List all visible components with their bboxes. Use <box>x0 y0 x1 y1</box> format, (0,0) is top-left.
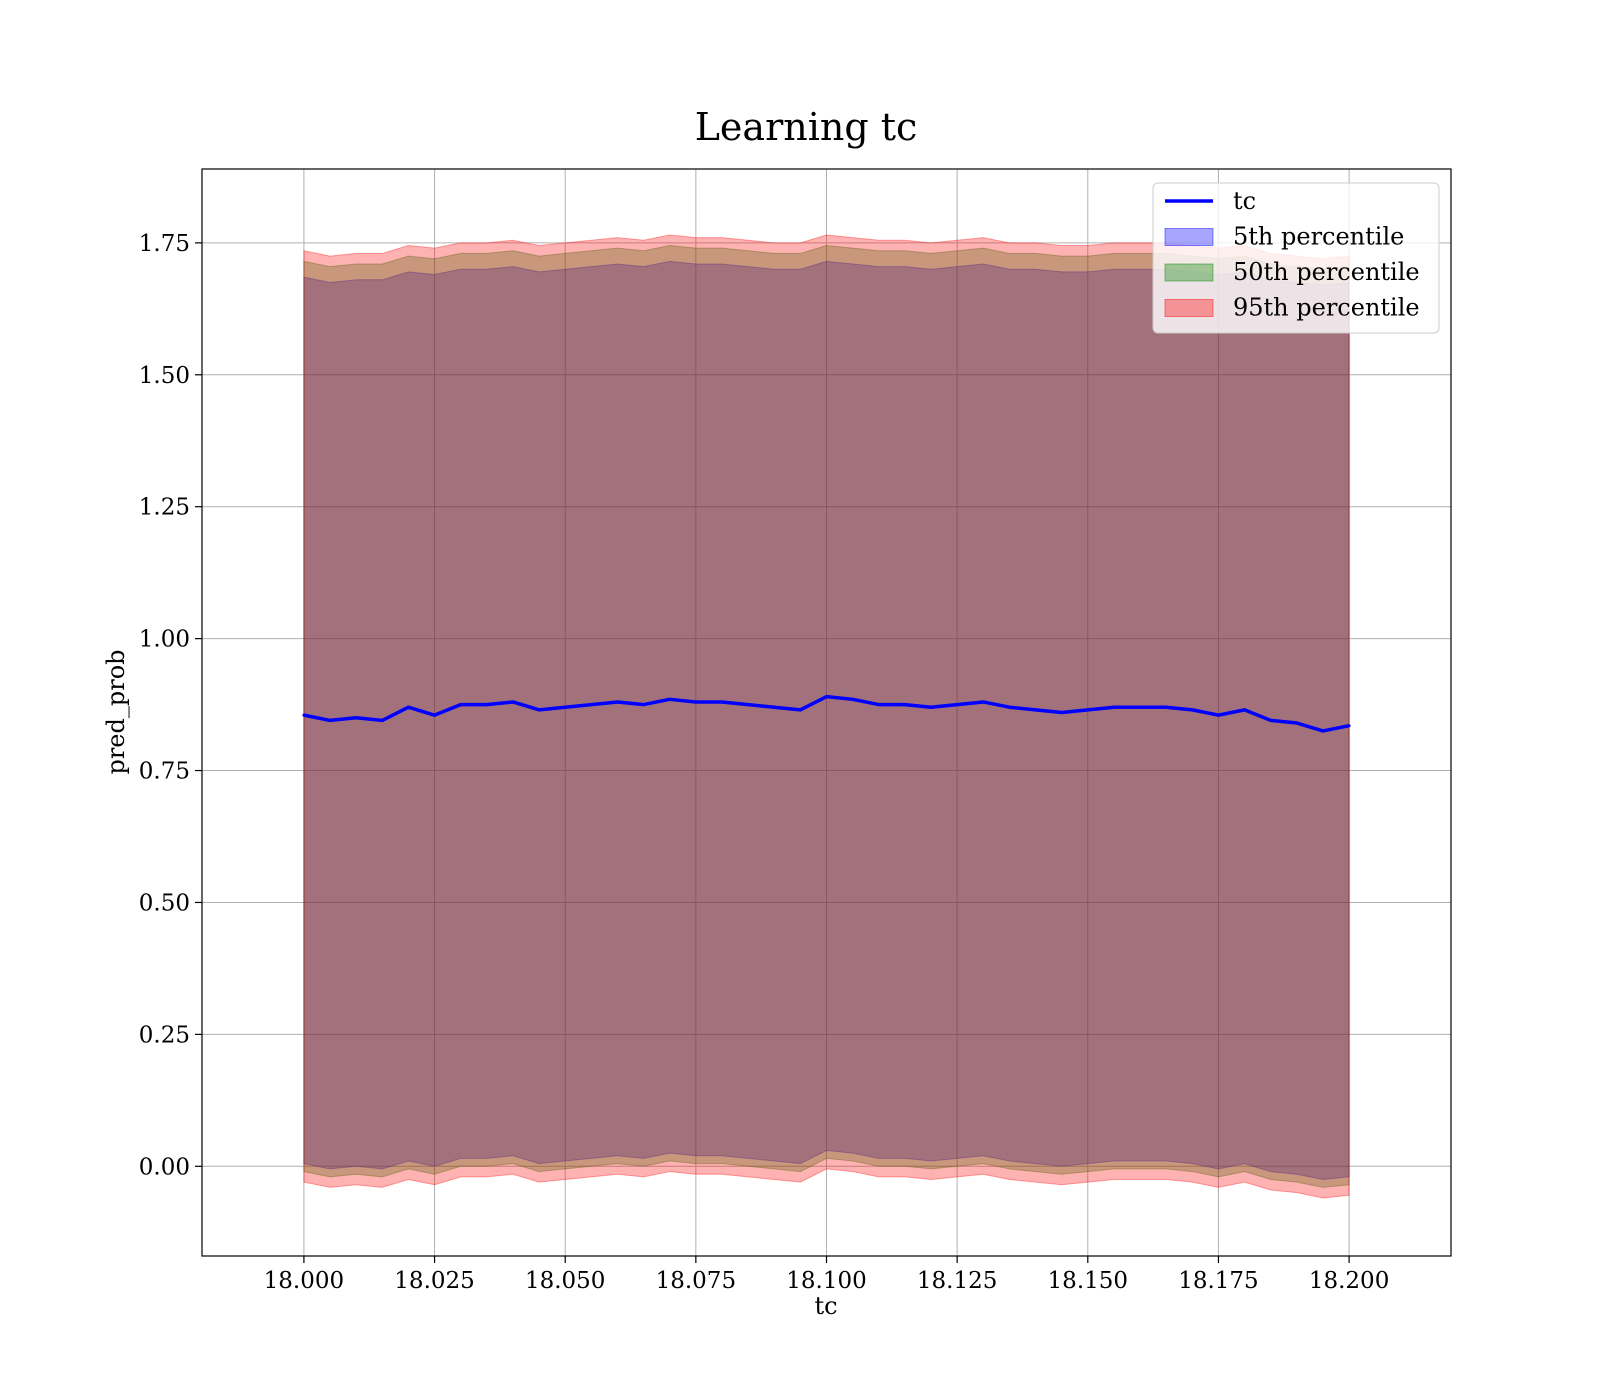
x-tick-label: 18.075 <box>656 1268 736 1294</box>
data-point <box>1269 718 1273 722</box>
legend-swatch-95th-percentile <box>1164 299 1214 317</box>
y-tick-label: 0.75 <box>139 759 190 785</box>
x-tick-label: 18.100 <box>786 1268 866 1294</box>
legend-swatch-5th-percentile <box>1164 228 1214 246</box>
x-tick-label: 18.000 <box>264 1268 344 1294</box>
x-tick-label: 18.175 <box>1178 1268 1258 1294</box>
series-lines <box>302 694 1351 733</box>
data-point <box>1034 708 1038 712</box>
x-axis: 18.000 18.025 18.050 18.075 18.100 18.125 18.1… <box>264 1256 1389 1294</box>
data-point <box>798 708 802 712</box>
legend-label-50th-percentile: 50th percentile <box>1233 258 1420 286</box>
data-point <box>1007 705 1011 709</box>
data-point <box>955 703 959 707</box>
legend-box <box>1152 182 1440 334</box>
data-point <box>511 700 515 704</box>
x-axis-label: tc <box>814 1292 837 1320</box>
legend-swatch-50th-percentile <box>1164 263 1214 282</box>
data-point <box>877 703 881 707</box>
data-point <box>1164 705 1168 709</box>
band-95th-percentile <box>303 234 1350 1199</box>
y-tick-label: 0.50 <box>139 890 190 916</box>
data-point <box>1138 705 1142 709</box>
data-point <box>459 703 463 707</box>
data-point <box>433 713 437 717</box>
y-axis: 0.00 0.25 0.50 0.75 1.00 1.25 1.50 1.75 <box>139 231 202 1180</box>
data-point <box>563 705 567 709</box>
y-tick-label: 1.00 <box>139 627 190 653</box>
y-tick-label: 1.75 <box>139 231 190 257</box>
data-point <box>1321 729 1325 733</box>
y-tick-label: 1.50 <box>139 363 190 389</box>
x-tick-label: 18.125 <box>917 1268 997 1294</box>
data-point <box>772 705 776 709</box>
data-point <box>615 700 619 704</box>
data-point <box>1347 724 1351 728</box>
legend-label-5th-percentile: 5th percentile <box>1233 223 1404 251</box>
data-point <box>485 703 489 707</box>
data-point <box>406 705 410 709</box>
data-point <box>1086 708 1090 712</box>
data-point <box>929 705 933 709</box>
data-point <box>1190 708 1194 712</box>
data-point <box>720 700 724 704</box>
chart-title: Learning tc <box>695 105 918 149</box>
percentile-bands <box>303 234 1350 1199</box>
data-point <box>1243 708 1247 712</box>
data-point <box>694 700 698 704</box>
x-tick-label: 18.025 <box>394 1268 474 1294</box>
legend: tc 5th percentile 50th percentile 95th perc… <box>1152 182 1440 334</box>
data-point <box>1295 721 1299 725</box>
grid <box>202 169 1451 1256</box>
band-5th-percentile <box>303 260 1350 1180</box>
data-point <box>1060 711 1064 714</box>
data-point <box>1216 713 1220 717</box>
data-point <box>851 697 855 701</box>
band-50th-percentile <box>303 245 1350 1188</box>
x-tick-label: 18.150 <box>1048 1268 1128 1294</box>
data-point <box>380 718 384 722</box>
data-point <box>328 718 332 722</box>
data-point <box>537 708 541 712</box>
data-point <box>1112 705 1116 709</box>
data-point <box>302 713 306 717</box>
y-tick-label: 0.00 <box>139 1154 190 1180</box>
y-tick-label: 1.25 <box>139 495 190 521</box>
x-tick-label: 18.200 <box>1309 1268 1389 1294</box>
data-point <box>668 697 672 701</box>
x-tick-label: 18.050 <box>525 1268 605 1294</box>
data-point <box>981 700 985 704</box>
legend-label-tc: tc <box>1233 187 1256 215</box>
data-point <box>825 695 828 699</box>
y-axis-label: pred_prob <box>102 649 130 774</box>
data-point <box>589 703 593 707</box>
data-point <box>642 703 646 707</box>
data-point <box>746 703 750 707</box>
data-point <box>903 703 907 707</box>
data-point <box>354 716 358 720</box>
legend-label-95th-percentile: 95th percentile <box>1233 294 1420 322</box>
y-tick-label: 0.25 <box>139 1022 190 1048</box>
